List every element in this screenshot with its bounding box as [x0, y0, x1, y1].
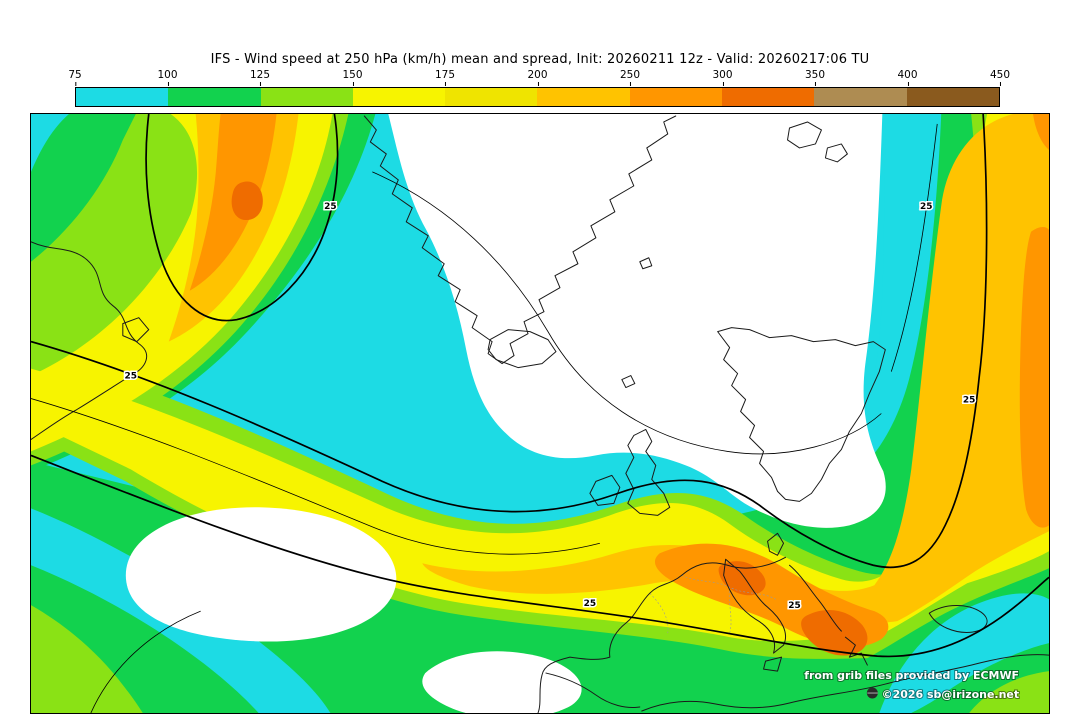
coastlines	[31, 115, 1049, 713]
newfoundland-coastline	[122, 317, 150, 343]
greenland-coastline	[363, 115, 677, 365]
contour-value-label: 25	[324, 202, 336, 212]
spread-contour-northwest	[145, 114, 339, 322]
black-sea-coastline	[928, 605, 988, 633]
colorbar-tick-label: 175	[434, 69, 456, 86]
colorbar-tick-label: 350	[804, 69, 826, 86]
colorbar-segment	[629, 88, 723, 106]
colorbar-tick-label: 450	[989, 69, 1011, 86]
colorbar-segment	[445, 88, 538, 106]
spread-contour-jet-north	[31, 114, 988, 569]
attribution: from grib files provided by ECMWF ©2026 …	[803, 668, 1020, 702]
attribution-source-text: from grib files provided by ECMWF	[804, 669, 1019, 682]
field-cyan-stripe-southeast	[879, 593, 1049, 713]
attribution-copyright-text: ©2026 sb@irizone.net	[882, 688, 1019, 701]
faroe-coastline	[621, 375, 636, 389]
balkans-coastline	[789, 564, 868, 666]
italy-coastline	[723, 558, 787, 654]
europe-west-coastline	[537, 556, 787, 713]
calm-regions	[125, 114, 886, 713]
colorbar-segment	[906, 88, 999, 106]
contour-value-label: 25	[963, 396, 975, 406]
field-lightgreen-southwest-corner	[31, 605, 143, 713]
contour-value-label: 25	[584, 599, 596, 609]
iceland-coastline	[487, 329, 557, 369]
colorbar-segment	[722, 88, 815, 106]
colorbar-segment	[352, 88, 446, 106]
field-lightgreen-corner-bottom-right	[969, 671, 1049, 713]
denmark-coastline	[767, 532, 785, 556]
spread-contour-jet-south	[31, 454, 1049, 658]
field-darkorange-spot-northwest	[231, 181, 263, 221]
colorbar-gradient	[75, 87, 1000, 107]
border-line	[728, 587, 732, 634]
chart-title: IFS - Wind speed at 250 hPa (km/h) mean …	[210, 52, 870, 67]
spread-contour-east	[890, 123, 938, 372]
iberia-south-coastline	[545, 672, 641, 708]
contour-value-label: 25	[788, 601, 800, 611]
contour-value-label: 25	[920, 202, 932, 212]
colorbar-tick-label: 150	[342, 69, 363, 86]
uk-coastline	[625, 428, 671, 516]
colorbar-tick-label: 300	[712, 69, 733, 86]
scandinavia-coastline	[717, 327, 886, 502]
colorbar-tick-labels: 75 100 125 150 175 200 250 300 350 400 450	[68, 69, 1010, 86]
country-borders	[649, 574, 776, 634]
colorbar-tick-label: 400	[897, 69, 918, 86]
field-orange-top-right-corner	[1033, 114, 1049, 150]
contour-labels: 25 25 25 25 25 25	[123, 200, 977, 612]
sicily-coastline	[763, 656, 783, 672]
wind-map-svg: 25 25 25 25 25 25 from grib files provid…	[31, 114, 1049, 713]
field-darkorange-spot-jet-2	[801, 609, 868, 656]
colorbar-segment	[76, 88, 169, 106]
colorbar-tick-label: 75	[68, 69, 82, 86]
calm-region-southwest-oval	[125, 507, 397, 642]
north-africa-coastline	[641, 654, 1049, 712]
colorbar-segment	[260, 88, 353, 106]
colorbar-tick-label: 200	[527, 69, 548, 86]
field-orange-east-column	[1019, 227, 1049, 528]
spread-contour-calm-interior	[372, 171, 882, 455]
calm-region-north	[388, 114, 886, 528]
colorbar-tick-label: 250	[619, 69, 641, 86]
spread-contour-jet-inner	[31, 398, 600, 555]
jan-mayen-coastline	[639, 257, 653, 270]
colorbar-segment	[168, 88, 261, 106]
field-darkorange-spot-jet-1	[718, 561, 766, 596]
colorbar-segment	[537, 88, 630, 106]
colorbar-segment	[814, 88, 907, 106]
border-line	[649, 592, 669, 634]
north-america-coastline	[31, 241, 148, 440]
calm-region-south-center	[422, 651, 582, 713]
spread-contours	[31, 114, 1049, 713]
spread-contour-southwest	[90, 610, 201, 713]
colorbar-tick-label: 100	[157, 69, 178, 86]
svalbard-coastline	[787, 121, 848, 163]
map-area: 25 25 25 25 25 25 from grib files provid…	[30, 113, 1050, 714]
contour-value-label: 25	[125, 372, 137, 382]
colorbar-tick-label: 125	[249, 69, 271, 86]
field-cyan-stripe-east-of-calm	[755, 114, 942, 510]
ireland-coastline	[589, 474, 621, 506]
